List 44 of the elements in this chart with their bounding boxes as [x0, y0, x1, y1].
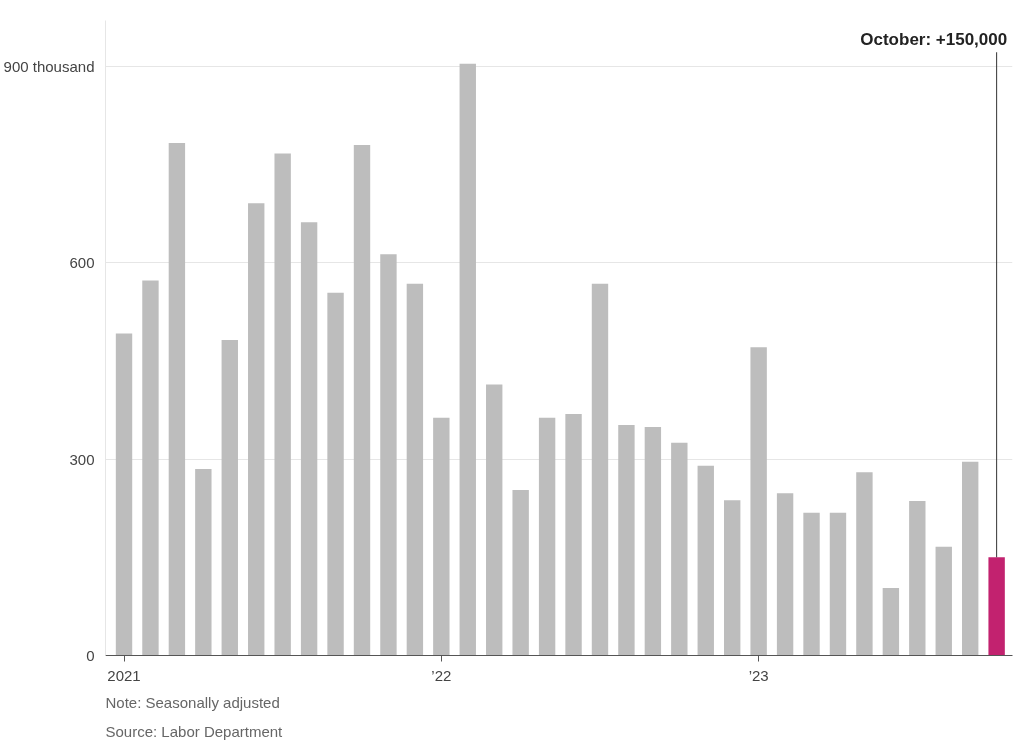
bar: [380, 254, 397, 656]
bar: [195, 468, 212, 656]
bar: [353, 144, 371, 656]
bar: [512, 489, 529, 656]
bar: [221, 339, 238, 656]
x-tick-label: ’23: [748, 666, 769, 684]
source-note: Source: Labor Department: [105, 722, 284, 740]
bar: [300, 222, 318, 656]
bar: [856, 472, 873, 656]
bar: [909, 501, 926, 656]
bar: [671, 442, 688, 656]
y-tick-label: 0: [86, 647, 95, 664]
x-tick-label: ’22: [431, 666, 452, 684]
y-tick-label: 900 thousand: [3, 57, 95, 75]
bar: [829, 512, 847, 656]
bar: [882, 588, 900, 656]
bar: [459, 63, 476, 656]
bar: [803, 512, 820, 656]
bar: [935, 546, 952, 656]
bar: [988, 557, 1005, 656]
bar: [618, 425, 635, 656]
bar: [538, 417, 556, 656]
bar: [168, 142, 186, 656]
bar: [142, 280, 159, 656]
x-tick-label: 2021: [107, 666, 141, 684]
bar: [644, 427, 662, 656]
text: Note: Seasonally adjusted: [105, 693, 280, 711]
y-tick-label: 300: [69, 450, 95, 468]
bar: [327, 292, 344, 656]
bar: [274, 153, 291, 656]
bar: [406, 283, 424, 656]
bar: [115, 333, 133, 656]
bar: [591, 283, 609, 656]
bar: [565, 413, 582, 656]
bar: [697, 465, 714, 656]
bar: [750, 347, 767, 656]
bar: [486, 384, 503, 656]
bar: [776, 493, 794, 656]
bar: [248, 203, 265, 656]
bar: [961, 461, 979, 656]
y-tick-label: 600: [69, 254, 95, 272]
annotation: October: +150,000: [860, 30, 1008, 50]
bar: [433, 417, 450, 656]
bar: [724, 500, 741, 656]
